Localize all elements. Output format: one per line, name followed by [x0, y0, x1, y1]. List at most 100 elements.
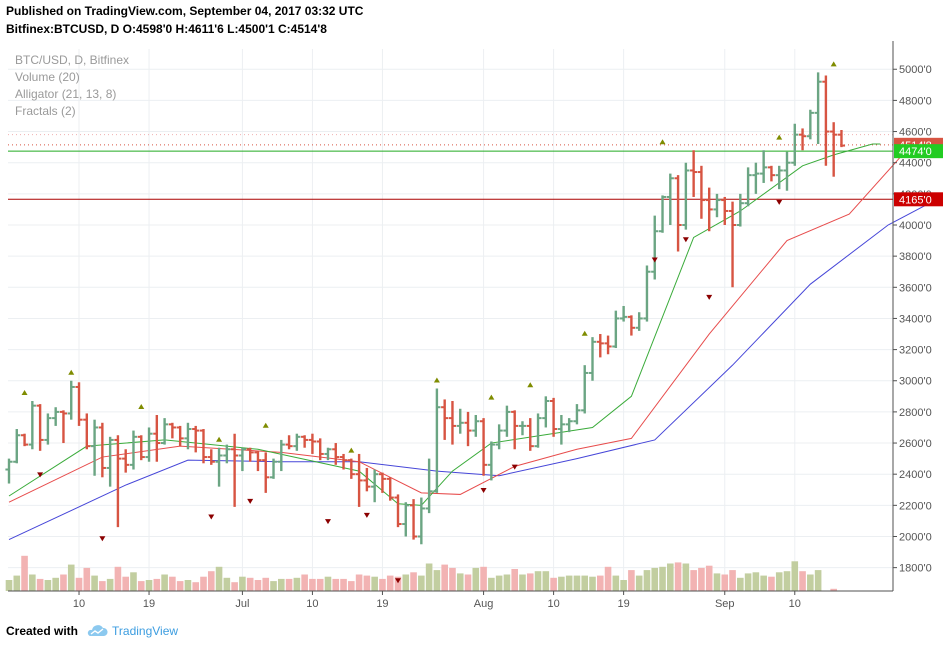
ohlc-bars: [5, 72, 846, 545]
y-tick-label: 4000'0: [899, 220, 932, 232]
ohlc-bar: [378, 472, 387, 493]
ohlc-bar: [425, 458, 433, 514]
ohlc-bar: [36, 404, 44, 451]
ohlc-bar: [409, 499, 418, 540]
ohlc-bar: [674, 175, 682, 252]
fractal-up-marker: [216, 436, 223, 442]
y-tick-label: 2200'0: [899, 500, 932, 512]
volume-bar: [643, 570, 651, 591]
volume-bar: [410, 572, 417, 591]
ohlc-bar: [837, 129, 846, 148]
created-with-text: Created with: [6, 624, 79, 638]
fractal-down-marker: [247, 498, 254, 504]
ohlc-bar: [122, 449, 130, 473]
volume-bar: [480, 566, 487, 591]
ohlc-bar: [145, 427, 153, 462]
legend-fractals[interactable]: Fractals (2): [15, 104, 76, 118]
ohlc-bar: [161, 418, 169, 445]
ohlc-bar: [550, 397, 558, 437]
volume-bar: [316, 578, 324, 591]
volume-bar: [52, 577, 59, 591]
volume-bar: [760, 575, 767, 591]
volume-bar: [207, 571, 215, 591]
fractal-down-marker: [324, 519, 331, 525]
volume-bar: [472, 567, 480, 591]
legend-volume[interactable]: Volume (20): [15, 70, 80, 84]
fractal-down-marker: [511, 464, 518, 470]
volume-bar: [775, 572, 783, 591]
ohlc-bar: [231, 433, 239, 507]
volume-bar: [184, 580, 192, 591]
volume-bar: [324, 576, 332, 591]
y-tick-label: 2600'0: [899, 438, 932, 450]
ohlc-bar: [690, 150, 698, 197]
ohlc-bar: [581, 365, 589, 414]
ohlc-bar: [254, 450, 262, 472]
volume-bar: [114, 566, 122, 591]
ohlc-bar: [596, 334, 604, 358]
ohlc-bar: [316, 438, 324, 461]
volume-bar: [5, 580, 13, 591]
volume-bar: [215, 566, 223, 591]
ohlc-bar: [612, 310, 620, 349]
price-label-box: [894, 144, 943, 159]
y-tick-label: 2800'0: [899, 407, 932, 419]
ohlc-bar: [666, 173, 674, 225]
fractal-up-marker: [262, 422, 269, 428]
fractal-down-marker: [682, 237, 689, 243]
volume-bar: [309, 578, 316, 591]
volume-bar: [44, 580, 52, 591]
volume-bar: [130, 572, 137, 591]
ohlc-bar: [355, 453, 363, 507]
tradingview-cloud-icon[interactable]: [86, 625, 108, 637]
fractal-down-marker: [395, 578, 401, 584]
volume-bar: [67, 564, 75, 591]
brand-name[interactable]: TradingView: [112, 624, 179, 638]
volume-bar: [488, 577, 495, 591]
fractal-up-marker: [348, 447, 355, 453]
ohlc-bar: [153, 415, 161, 462]
fractal-up-marker: [21, 389, 28, 395]
chart-area[interactable]: 1800'0 2000'0 2200'0 2400'0 2600'0 2800'0 3000…: [0, 41, 943, 617]
ohlc-bar: [129, 430, 138, 470]
x-tick-label: 19: [617, 598, 629, 610]
volume-bar: [604, 566, 612, 591]
volume-bar: [402, 574, 410, 591]
price-label-text: 4165'0: [899, 194, 932, 206]
ohlc-bar: [301, 435, 309, 448]
ohlc-bar: [573, 404, 581, 425]
volume-bar: [713, 573, 721, 591]
ohlc-bar: [324, 447, 332, 461]
y-tick-label: 4800'0: [899, 95, 932, 107]
ohlc-bar: [269, 458, 278, 479]
y-tick-label: 3800'0: [899, 251, 932, 263]
x-tick-label: Sep: [715, 598, 735, 610]
horizontal-lines: [8, 134, 893, 200]
legend-alligator[interactable]: Alligator (21, 13, 8): [15, 87, 117, 101]
x-tick-label: Aug: [474, 598, 494, 610]
footer: Created with TradingView: [6, 622, 178, 640]
fractal-up-marker: [527, 382, 534, 388]
ohlc-bar: [176, 425, 184, 447]
volume-bar: [596, 575, 604, 591]
volume-bar: [511, 569, 518, 591]
volume-bar: [99, 581, 106, 591]
y-tick-label: 3400'0: [899, 313, 932, 325]
ohlc-bar: [588, 337, 597, 381]
alligator-jaw-line: [8, 195, 943, 541]
volume-bar: [464, 574, 472, 591]
legend-symbol[interactable]: BTC/USD, D, Bitfinex: [15, 53, 130, 67]
ohlc-bar: [752, 162, 760, 194]
volume-bar: [783, 571, 791, 591]
volume-bar: [21, 555, 28, 591]
volume-bar: [705, 565, 713, 591]
volume-bar: [91, 575, 98, 591]
fractal-down-marker: [651, 257, 658, 263]
ohlc-bar: [565, 418, 573, 433]
ohlc-bar: [347, 458, 355, 479]
ohlc-bar: [114, 435, 122, 528]
price-chart[interactable]: 1800'0 2000'0 2200'0 2400'0 2600'0 2800'0 3000…: [0, 41, 943, 617]
ohlc-bar: [791, 123, 799, 166]
ohlc-bar: [184, 422, 192, 450]
ohlc-bar: [713, 193, 721, 218]
